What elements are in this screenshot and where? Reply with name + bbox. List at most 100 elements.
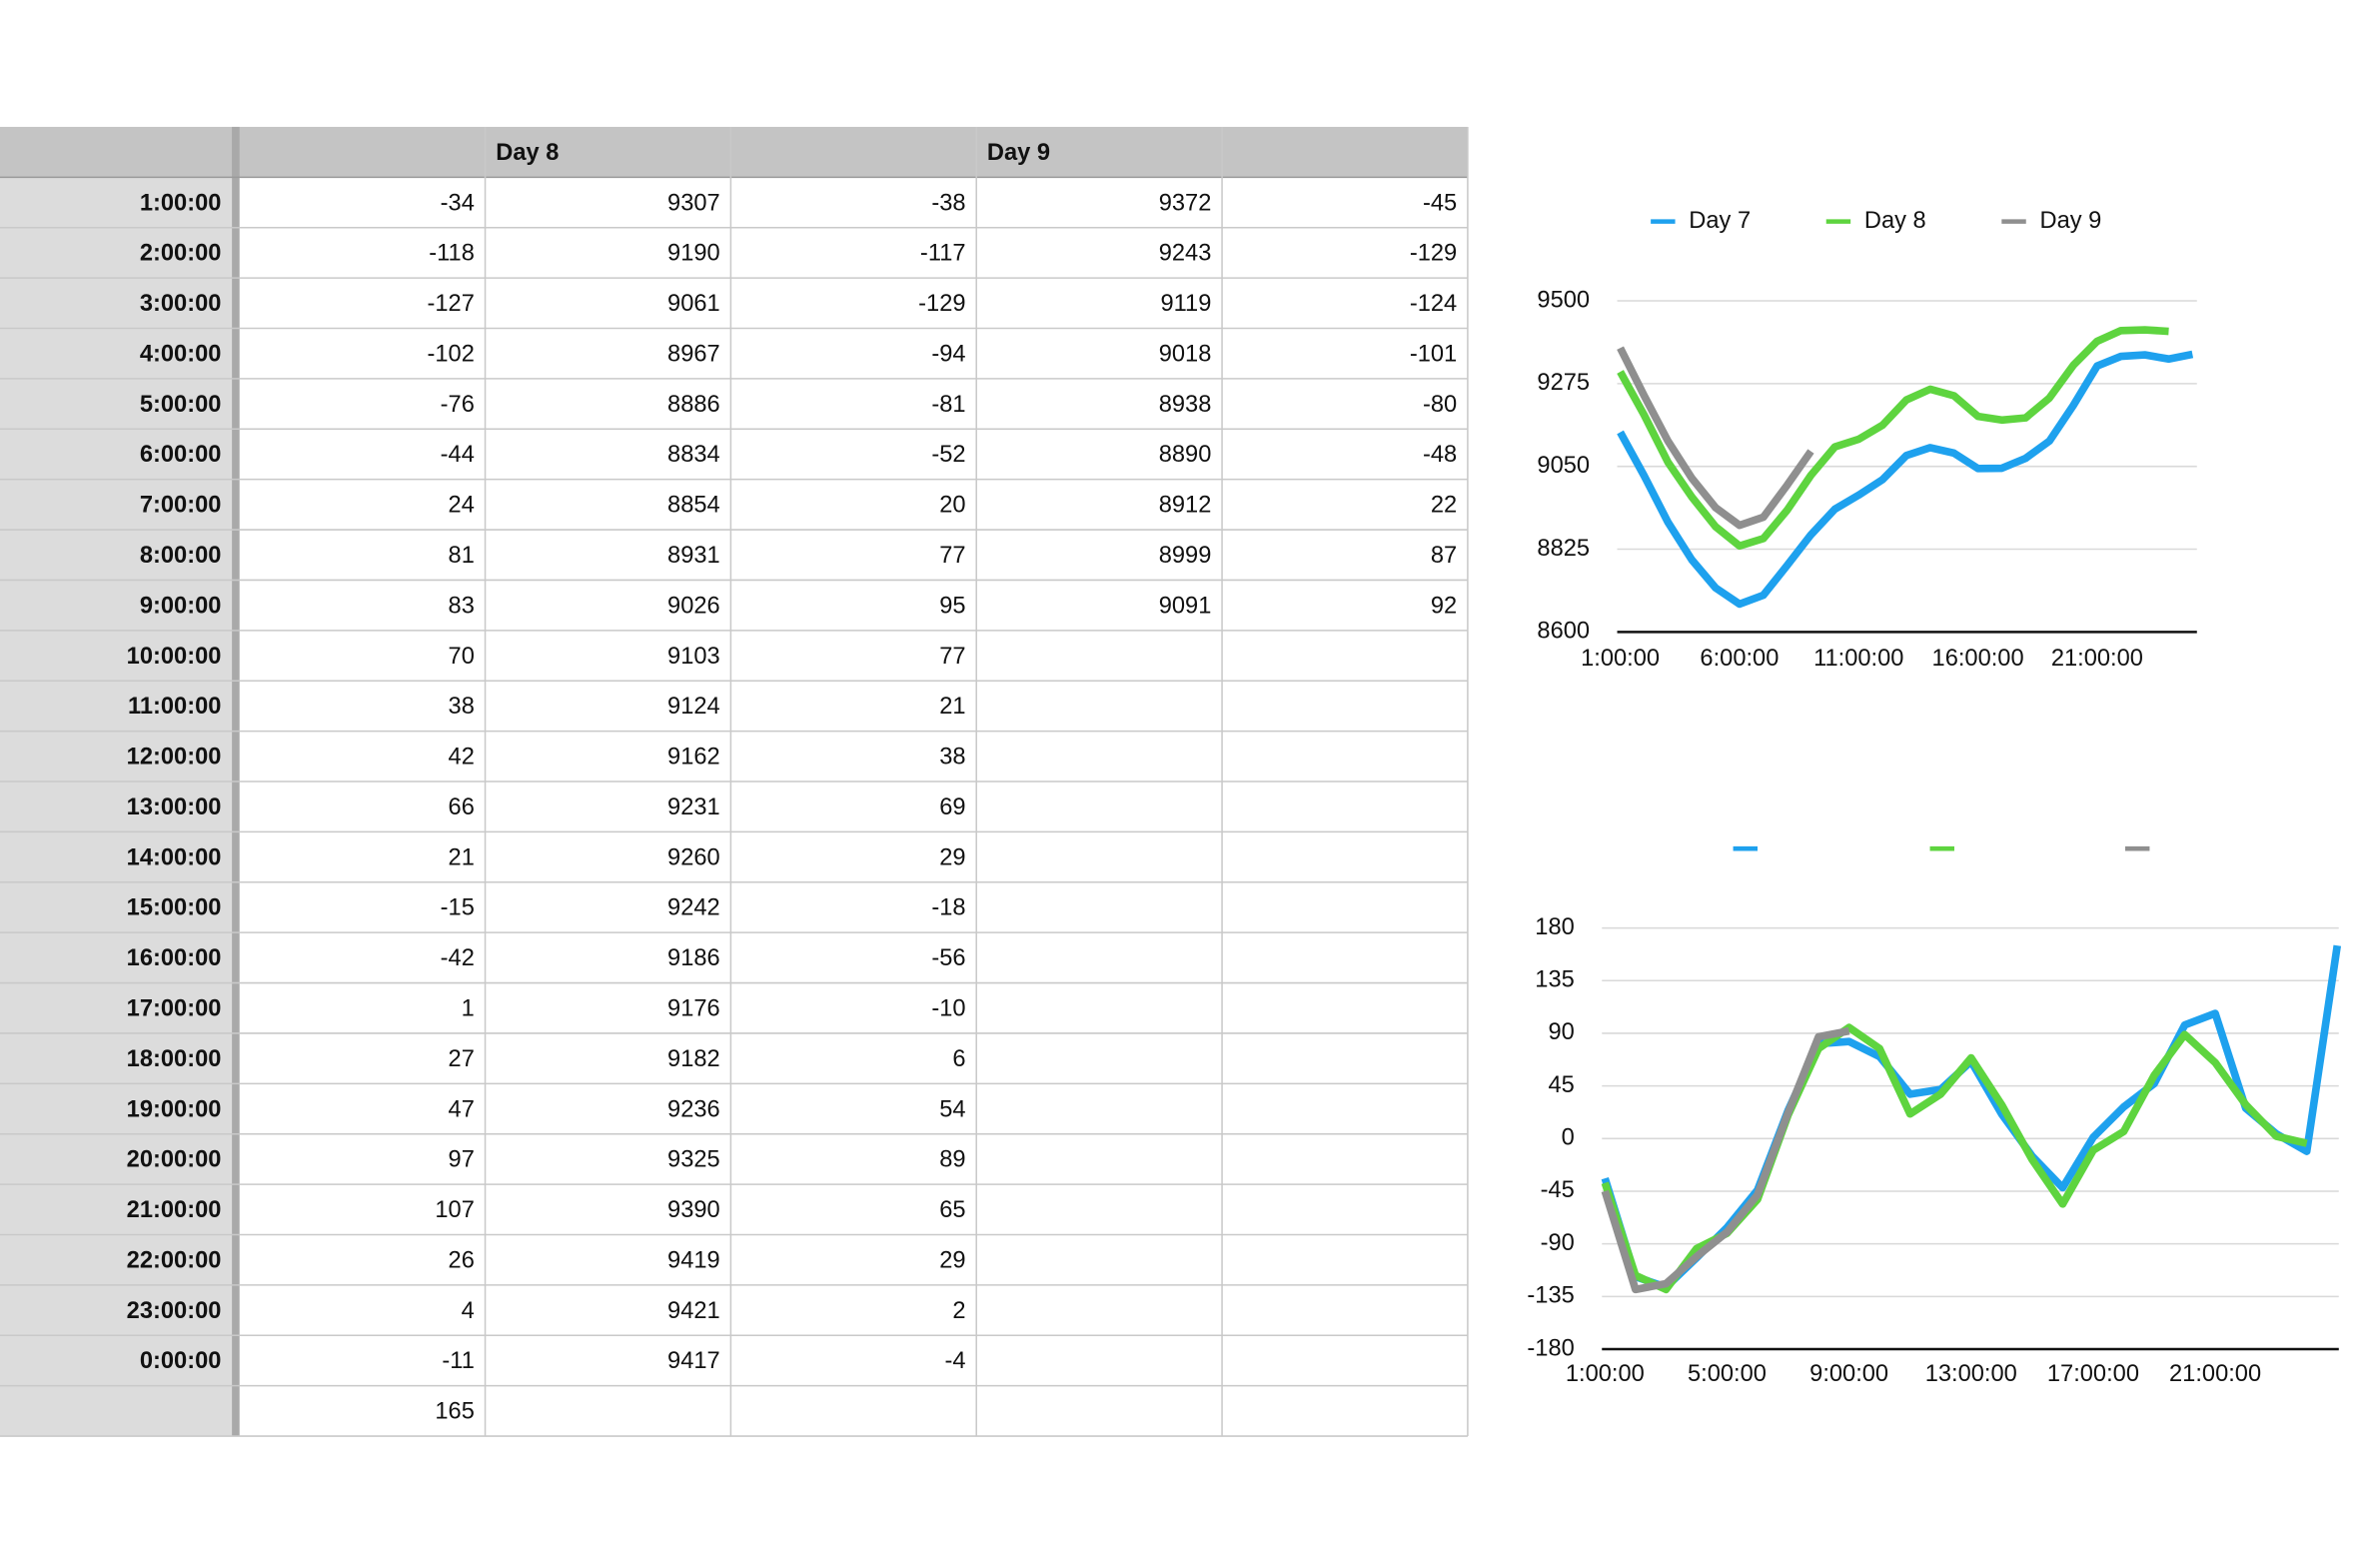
cell: -81 [931, 392, 965, 418]
header-bg [0, 126, 1468, 178]
y-tick-label: -45 [1541, 1177, 1575, 1203]
cell: 9176 [667, 996, 720, 1022]
cell: 77 [939, 543, 965, 569]
cell: 70 [449, 644, 475, 670]
y-tick-label: 45 [1548, 1072, 1574, 1098]
row-label: 21:00:00 [127, 1197, 222, 1223]
y-tick-label: 8600 [1537, 619, 1590, 645]
cell: 69 [939, 794, 965, 820]
row-label: 8:00:00 [140, 543, 222, 569]
cell: 8834 [667, 442, 720, 468]
cell: 8886 [667, 392, 720, 418]
y-tick-label: 9500 [1537, 287, 1590, 313]
cell: 8938 [1159, 392, 1212, 418]
cell: 20 [939, 493, 965, 519]
cell: 9190 [667, 241, 720, 267]
cell: 92 [1431, 593, 1457, 619]
cell: 8890 [1159, 442, 1212, 468]
cell: 9119 [1161, 291, 1212, 317]
cell: 9231 [667, 794, 720, 820]
y-tick-label: -180 [1527, 1335, 1574, 1361]
row-label: 0:00:00 [140, 1348, 222, 1374]
cell: 1 [462, 996, 475, 1022]
x-tick-label: 9:00:00 [1809, 1361, 1888, 1387]
row-label: 3:00:00 [140, 291, 222, 317]
row-label: 12:00:00 [127, 745, 222, 771]
cell: -118 [429, 241, 475, 267]
cell: 6 [952, 1046, 965, 1072]
cell: -56 [931, 945, 965, 971]
row-label: 1:00:00 [140, 190, 222, 216]
cell: -129 [1410, 241, 1457, 267]
cell: 21 [449, 844, 475, 870]
cell: 9372 [1159, 190, 1212, 216]
legend-label: Day 7 [1689, 208, 1751, 234]
cell: 22 [1431, 493, 1457, 519]
y-tick-label: 9050 [1537, 453, 1590, 479]
cell: 8931 [667, 543, 720, 569]
legend-label: Day 9 [2039, 208, 2101, 234]
cell: 9421 [667, 1298, 720, 1324]
cell: 9325 [667, 1147, 720, 1173]
row-label: 7:00:00 [140, 493, 222, 519]
row-label: 6:00:00 [140, 442, 222, 468]
cell: 9103 [667, 644, 720, 670]
cell: 65 [939, 1197, 965, 1223]
column-header: Day 8 [496, 140, 559, 166]
cell: -129 [918, 291, 965, 317]
row-label: 19:00:00 [127, 1096, 222, 1122]
x-tick-label: 11:00:00 [1813, 646, 1903, 672]
cell: 2 [952, 1298, 965, 1324]
row-label: 4:00:00 [140, 341, 222, 367]
cell: 8967 [667, 341, 720, 367]
x-tick-label: 6:00:00 [1700, 646, 1779, 672]
row-label: 20:00:00 [127, 1147, 222, 1173]
x-tick-label: 13:00:00 [1925, 1361, 2017, 1387]
cell: -44 [441, 442, 475, 468]
row-label: 18:00:00 [127, 1046, 222, 1072]
cell: 54 [939, 1096, 965, 1122]
cell: 77 [939, 644, 965, 670]
cell: 8999 [1159, 543, 1212, 569]
cell: 95 [939, 593, 965, 619]
cell: -52 [931, 442, 965, 468]
cell: 24 [449, 493, 475, 519]
row-label: 2:00:00 [140, 241, 222, 267]
column-header: Day 9 [987, 140, 1050, 166]
cell: 9061 [667, 291, 720, 317]
cell: 83 [449, 593, 475, 619]
cell: 9162 [667, 745, 720, 771]
row-label: 15:00:00 [127, 895, 222, 921]
cell: 9417 [667, 1348, 720, 1374]
cell: 38 [449, 694, 475, 720]
cell: 29 [939, 1247, 965, 1273]
cell: -76 [441, 392, 475, 418]
row-label: 14:00:00 [127, 844, 222, 870]
cell: -117 [920, 241, 966, 267]
row-label: 16:00:00 [127, 945, 222, 971]
cell: 9182 [667, 1046, 720, 1072]
cell: -18 [931, 895, 965, 921]
y-tick-label: -90 [1541, 1230, 1575, 1256]
cell: -38 [931, 190, 965, 216]
row-label: 10:00:00 [127, 644, 222, 670]
cell: -101 [1410, 341, 1457, 367]
series-line [1617, 346, 1814, 530]
x-tick-label: 16:00:00 [1932, 646, 2024, 672]
cell: 42 [449, 745, 475, 771]
cell: 4 [462, 1298, 475, 1324]
row-label: 9:00:00 [140, 593, 222, 619]
cell: 8854 [667, 493, 720, 519]
cell: -15 [441, 895, 475, 921]
cell: -48 [1423, 442, 1457, 468]
y-tick-label: 90 [1548, 1019, 1574, 1045]
cell: 38 [939, 745, 965, 771]
cell: 21 [939, 694, 965, 720]
series-line [1601, 1026, 1850, 1294]
cell: 29 [939, 844, 965, 870]
cell: 47 [449, 1096, 475, 1122]
cell: -10 [931, 996, 965, 1022]
cell: -124 [1410, 291, 1457, 317]
